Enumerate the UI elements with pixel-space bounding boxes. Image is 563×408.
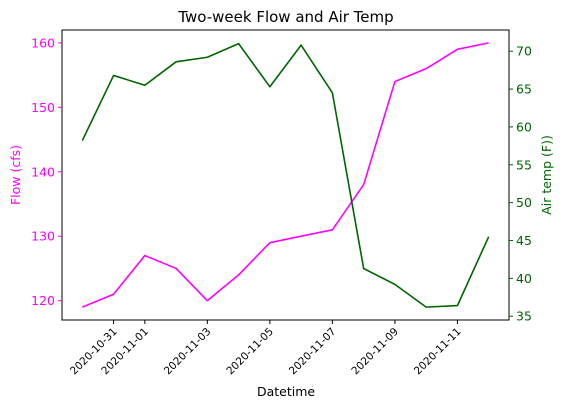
y-tick-label-right: 65	[516, 82, 532, 97]
y-tick-label-right: 40	[516, 271, 532, 286]
right-y-axis: 35 40 45 50 55 60 65 70	[509, 44, 532, 324]
y-axis-label-right: Air temp (F))	[539, 135, 554, 215]
y-tick-label-right: 70	[516, 44, 532, 59]
y-axis-label-left: Flow (cfs)	[8, 145, 23, 205]
flow-series-line	[82, 42, 489, 308]
left-y-axis: 120 130 140 150 160	[31, 35, 62, 308]
y-tick-label-right: 50	[516, 195, 532, 210]
x-tick-label: 2020-11-09	[349, 326, 401, 378]
y-tick-label-right: 35	[516, 309, 532, 324]
series-layer	[81, 42, 490, 308]
y-tick-label-left: 160	[31, 35, 55, 50]
x-tick-label: 2020-11-11	[412, 326, 464, 378]
y-tick-label-right: 45	[516, 233, 532, 248]
y-tick-label-right: 60	[516, 119, 532, 134]
air-temp-series-line	[81, 42, 490, 308]
y-tick-label-left: 130	[31, 229, 55, 244]
x-axis-label: Datetime	[257, 384, 315, 399]
y-tick-label-left: 120	[31, 293, 55, 308]
y-tick-label-left: 150	[31, 100, 55, 115]
x-tick-label: 2020-11-07	[287, 326, 339, 378]
plot-area	[61, 29, 510, 321]
y-tick-label-right: 55	[516, 157, 532, 172]
x-tick-label: 2020-11-03	[162, 326, 214, 378]
y-tick-label-left: 140	[31, 164, 55, 179]
chart-title: Two-week Flow and Air Temp	[177, 8, 393, 26]
x-tick-label: 2020-11-05	[224, 326, 276, 378]
